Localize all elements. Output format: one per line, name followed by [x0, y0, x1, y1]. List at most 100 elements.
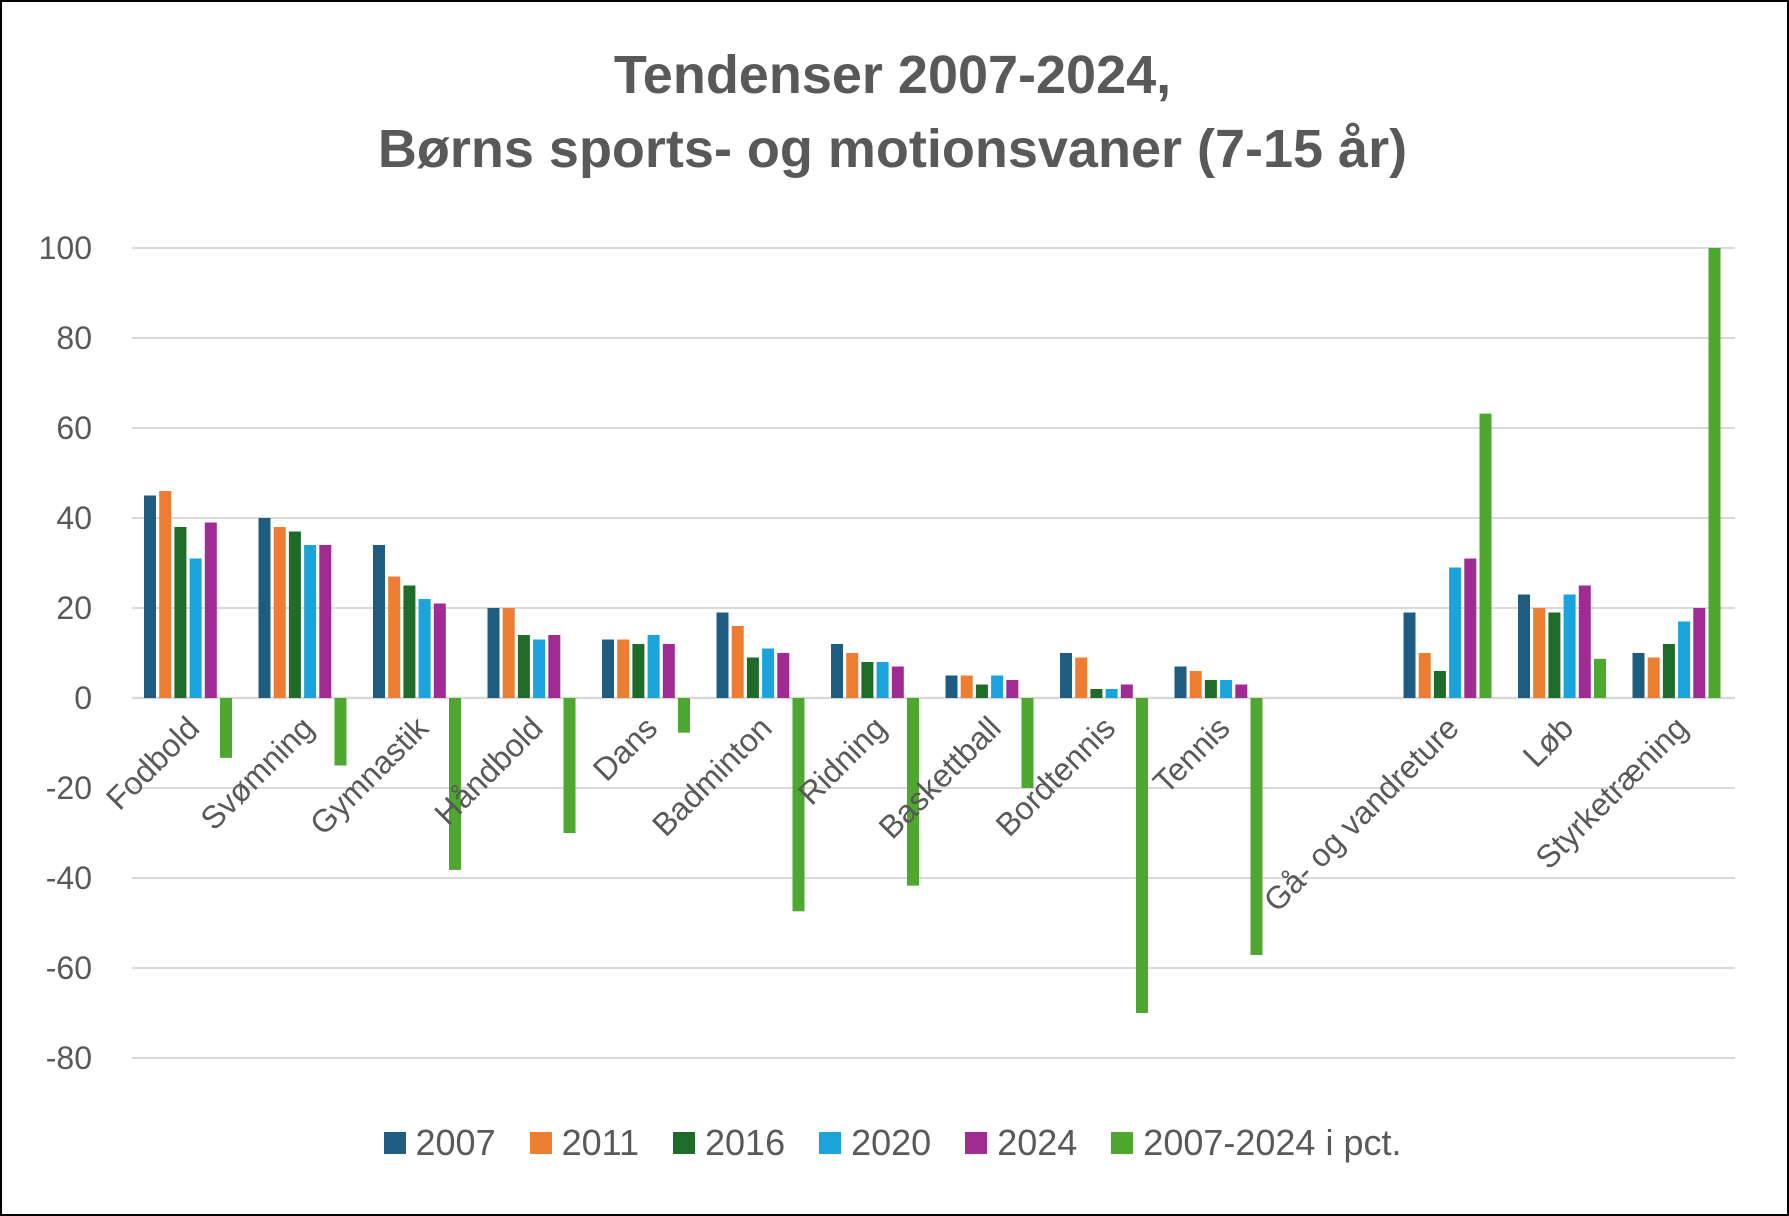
- bar: [334, 698, 347, 766]
- bar: [1403, 612, 1416, 698]
- legend-label: 2007-2024 i pct.: [1143, 1122, 1402, 1163]
- legend-item: 2016: [673, 1122, 785, 1164]
- legend-item: 2020: [819, 1122, 931, 1164]
- legend-swatch: [673, 1132, 696, 1154]
- x-tick-label: Baskettball: [872, 709, 1008, 845]
- bar: [1136, 698, 1148, 1013]
- bar: [1075, 657, 1088, 698]
- bar: [746, 657, 759, 698]
- x-tick-label: Gymnastik: [303, 709, 436, 842]
- bar: [533, 639, 546, 698]
- bar: [846, 653, 859, 698]
- y-tick-label: 100: [39, 230, 92, 266]
- bar: [876, 662, 889, 698]
- legend-swatch: [819, 1132, 842, 1154]
- bar: [487, 608, 500, 698]
- bar: [1189, 671, 1202, 698]
- bar: [907, 698, 919, 886]
- x-tick-label: Svømning: [193, 709, 320, 836]
- bar: [159, 491, 172, 698]
- bar: [273, 527, 286, 698]
- bar: [1060, 653, 1072, 698]
- bar: [1021, 698, 1034, 788]
- bar: [1662, 644, 1675, 698]
- chart-title-line-1: Tendenser 2007-2024,: [613, 45, 1172, 105]
- bar: [1479, 413, 1492, 698]
- bar: [1632, 653, 1645, 698]
- bar: [1563, 594, 1576, 698]
- bar: [1235, 684, 1248, 698]
- chart-legend: 2007 2011 2016 2020 2024 2007-2024 i pct.: [0, 1122, 1785, 1164]
- x-tick-label: Bordtennis: [989, 709, 1123, 843]
- bar: [548, 635, 561, 698]
- bar: [1090, 689, 1103, 698]
- bar: [975, 684, 988, 698]
- bar: [403, 585, 416, 698]
- y-tick-label: 20: [56, 590, 92, 626]
- bar: [189, 558, 202, 698]
- bar: [563, 698, 576, 833]
- legend-item: 2007-2024 i pct.: [1111, 1122, 1401, 1164]
- y-tick-label: -80: [46, 1040, 92, 1076]
- legend-swatch: [1111, 1132, 1134, 1154]
- y-tick-label: 40: [56, 500, 92, 536]
- bar: [1174, 666, 1187, 698]
- bar: [220, 698, 232, 758]
- bar: [1578, 585, 1591, 698]
- bar: [662, 644, 675, 698]
- bar: [144, 495, 156, 698]
- bar: [1594, 658, 1606, 698]
- chart-title: Tendenser 2007-2024, Børns sports- og mo…: [0, 38, 1785, 186]
- bar: [388, 576, 401, 698]
- bar: [304, 545, 317, 698]
- bar: [731, 626, 744, 698]
- x-tick-label: Håndbold: [427, 709, 549, 831]
- legend-item: 2011: [529, 1122, 640, 1164]
- bar: [288, 531, 301, 698]
- bar: [418, 599, 431, 698]
- bar: [1533, 608, 1546, 698]
- y-tick-label: 60: [56, 410, 92, 446]
- legend-item: 2024: [965, 1122, 1077, 1164]
- x-tick-label: Gå- og vandreture: [1257, 709, 1466, 918]
- bar: [647, 635, 660, 698]
- bar: [1518, 594, 1530, 698]
- y-tick-label: -20: [46, 770, 92, 806]
- bar: [891, 666, 904, 698]
- legend-label: 2011: [561, 1122, 640, 1163]
- bar: [502, 608, 515, 698]
- legend-label: 2024: [997, 1122, 1078, 1163]
- bar: [960, 675, 973, 698]
- legend-swatch: [965, 1132, 988, 1154]
- x-tick-label: Tennis: [1146, 709, 1237, 800]
- bar: [777, 653, 790, 698]
- bar: [1105, 689, 1118, 698]
- y-tick-label: -60: [46, 950, 92, 986]
- bar: [1250, 698, 1263, 955]
- bar: [1418, 653, 1431, 698]
- x-tick-label: Dans: [586, 709, 664, 787]
- bar: [1678, 621, 1691, 698]
- bar: [792, 698, 805, 912]
- legend-label: 2016: [705, 1122, 786, 1163]
- bar: [1449, 567, 1462, 698]
- bar: [1647, 657, 1660, 698]
- x-tick-label: Badminton: [645, 709, 779, 843]
- bar: [1120, 684, 1133, 698]
- y-tick-label: 80: [56, 320, 92, 356]
- bar: [373, 545, 385, 698]
- y-tick-label: 0: [74, 680, 92, 716]
- bar: [831, 644, 843, 698]
- bar: [1464, 558, 1477, 698]
- bar: [1220, 680, 1233, 698]
- bar: [1548, 612, 1561, 698]
- bar: [991, 675, 1004, 698]
- bar: [632, 644, 645, 698]
- x-tick-label: Løb: [1516, 709, 1580, 773]
- legend-swatch: [383, 1132, 406, 1154]
- bar: [1708, 248, 1721, 698]
- x-tick-label: Fodbold: [99, 709, 206, 816]
- bar: [449, 698, 461, 870]
- x-tick-label: Ridning: [791, 709, 893, 811]
